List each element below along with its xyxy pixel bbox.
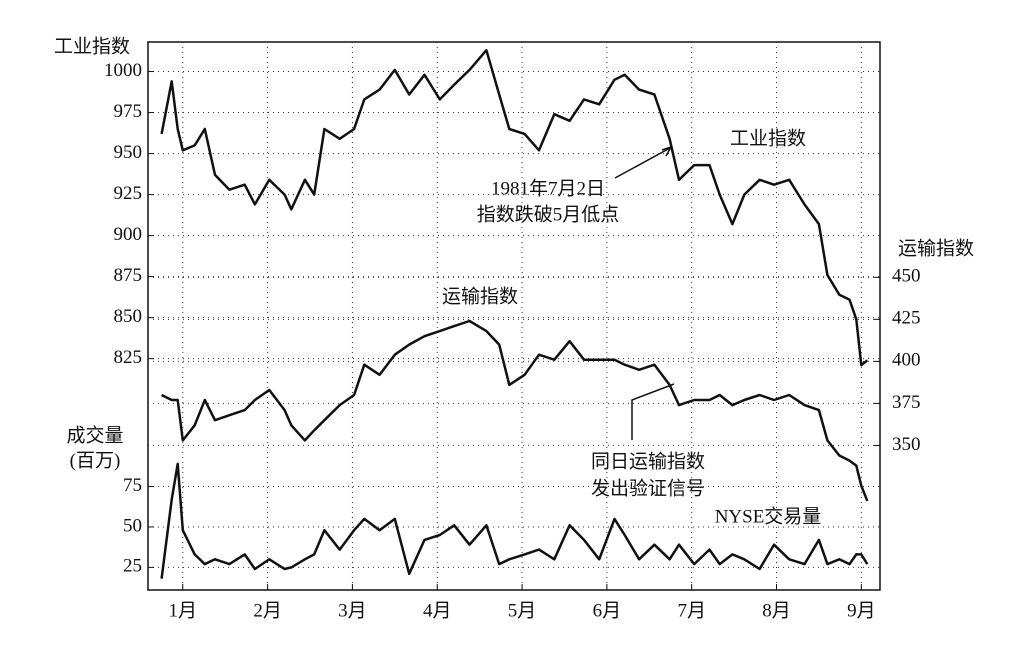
series-line (160, 462, 869, 579)
x-tick-label: 7月 (677, 600, 706, 621)
y-tick-label: 900 (114, 224, 143, 245)
y-axis-label: 工业指数 (54, 35, 130, 57)
series-label: 工业指数 (730, 127, 806, 149)
annotation: 1981年7月2日 (491, 177, 605, 199)
y2-tick-label: 450 (892, 266, 921, 287)
y2-tick-label: 375 (892, 392, 921, 413)
x-tick-label: 2月 (253, 600, 282, 621)
y2-tick-label: 350 (892, 434, 921, 455)
annotation: 发出验证信号 (591, 477, 705, 499)
x-tick-label: 8月 (762, 600, 791, 621)
x-tick-label: 4月 (423, 600, 452, 621)
series-line (161, 319, 869, 502)
annotation-arrow (614, 147, 671, 179)
y3-tick-label: 75 (123, 475, 142, 496)
y-tick-label: 1000 (104, 60, 142, 81)
y3-axis-label: (百万) (70, 450, 121, 471)
y-tick-label: 875 (114, 265, 143, 286)
series-label: NYSE交易量 (715, 505, 822, 527)
annotation: 同日运输指数 (591, 450, 705, 472)
y-tick-label: 950 (114, 142, 143, 163)
y2-tick-label: 425 (892, 308, 921, 329)
y3-axis-label: 成交量 (66, 424, 123, 446)
x-tick-label: 3月 (338, 600, 367, 621)
annotation: 指数跌破5月低点 (477, 203, 620, 225)
y2-axis-label: 运输指数 (898, 237, 974, 259)
series-line (160, 48, 869, 367)
plot-frame (147, 41, 881, 591)
x-tick-label: 5月 (508, 600, 537, 621)
y2-tick-label: 400 (892, 350, 921, 371)
series-label: 运输指数 (442, 285, 518, 307)
x-tick-label: 6月 (593, 600, 622, 621)
y-tick-label: 925 (114, 183, 143, 204)
y-tick-label: 850 (114, 306, 143, 327)
y-tick-label: 825 (114, 347, 143, 368)
y3-tick-label: 50 (123, 515, 142, 536)
y3-tick-label: 25 (123, 556, 142, 577)
y-tick-label: 975 (114, 101, 143, 122)
x-tick-label: 9月 (847, 600, 876, 621)
x-tick-label: 1月 (169, 600, 198, 621)
annotation-arrow (631, 383, 675, 440)
